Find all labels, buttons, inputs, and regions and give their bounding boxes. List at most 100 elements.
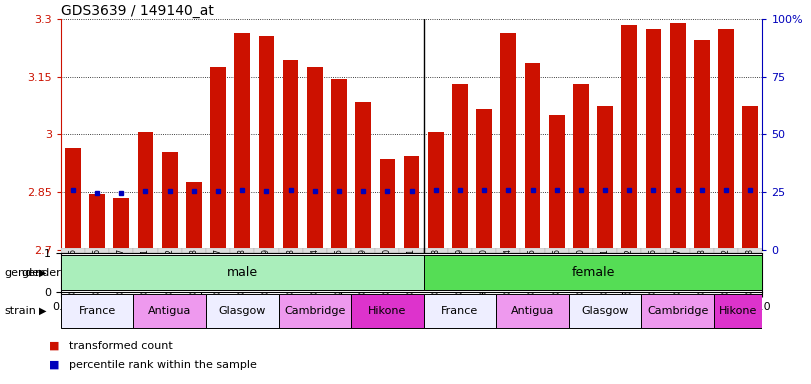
Text: GSM231218: GSM231218 [238, 248, 247, 294]
Bar [133, 294, 206, 328]
Bar [186, 182, 202, 250]
Text: GSM231209: GSM231209 [456, 248, 465, 294]
Text: transformed count: transformed count [69, 341, 173, 351]
Bar [327, 248, 351, 253]
Text: France: France [79, 306, 116, 316]
Text: GSM231222: GSM231222 [624, 248, 633, 294]
Text: GSM231226: GSM231226 [649, 248, 658, 294]
Text: GSM231206: GSM231206 [92, 248, 101, 294]
Text: percentile rank within the sample: percentile rank within the sample [69, 360, 257, 370]
Text: GSM231212: GSM231212 [165, 248, 174, 294]
Bar [472, 248, 496, 253]
Text: Cambridge: Cambridge [284, 306, 345, 316]
Bar [423, 248, 448, 253]
Bar [646, 29, 661, 250]
Text: Glasgow: Glasgow [218, 306, 266, 316]
Text: GSM231214: GSM231214 [504, 248, 513, 294]
Bar [138, 132, 153, 250]
Bar [206, 248, 230, 253]
Bar [738, 248, 762, 253]
Bar [642, 248, 666, 253]
Bar [617, 248, 642, 253]
Text: GSM231224: GSM231224 [311, 248, 320, 294]
Text: Antigua: Antigua [148, 306, 191, 316]
Text: GSM231215: GSM231215 [528, 248, 537, 294]
Text: GSM231207: GSM231207 [117, 248, 126, 294]
Bar [621, 25, 637, 250]
Bar [573, 84, 589, 250]
Bar [525, 63, 540, 250]
Text: GSM231213: GSM231213 [190, 248, 199, 294]
Bar [642, 294, 714, 328]
Bar [61, 255, 423, 290]
Bar [593, 248, 617, 253]
Text: GSM231231: GSM231231 [407, 248, 416, 294]
Text: GSM231217: GSM231217 [213, 248, 222, 294]
Text: ■: ■ [49, 360, 59, 370]
Bar [694, 40, 710, 250]
Text: GSM231220: GSM231220 [577, 248, 586, 294]
Text: Hikone: Hikone [719, 306, 757, 316]
Text: GSM231221: GSM231221 [601, 248, 610, 294]
Bar [182, 248, 206, 253]
Text: gender: gender [4, 268, 44, 278]
Text: GSM231205: GSM231205 [68, 248, 77, 294]
Text: GSM231232: GSM231232 [722, 248, 731, 294]
Bar [545, 248, 569, 253]
Bar [351, 248, 375, 253]
Bar [496, 248, 521, 253]
Bar [61, 248, 85, 253]
Text: gender: gender [22, 268, 62, 278]
Text: GDS3639 / 149140_at: GDS3639 / 149140_at [61, 4, 214, 18]
Bar [428, 132, 444, 250]
Bar [400, 248, 423, 253]
Bar [89, 194, 105, 250]
Bar [380, 159, 395, 250]
Bar [569, 248, 593, 253]
Bar [85, 248, 109, 253]
Text: ▶: ▶ [39, 268, 46, 278]
Text: GSM231229: GSM231229 [358, 248, 367, 294]
Bar [500, 33, 517, 250]
Bar [259, 36, 274, 250]
Bar [742, 106, 758, 250]
Text: GSM231216: GSM231216 [552, 248, 561, 294]
Text: GSM231211: GSM231211 [141, 248, 150, 294]
Bar [283, 60, 298, 250]
Bar [423, 255, 762, 290]
Bar [278, 294, 351, 328]
Bar [109, 248, 133, 253]
Text: strain: strain [4, 306, 36, 316]
Bar [448, 248, 472, 253]
Text: male: male [227, 266, 258, 279]
Text: GSM231233: GSM231233 [746, 248, 755, 294]
Bar [569, 294, 642, 328]
Bar [423, 294, 496, 328]
Bar [230, 248, 255, 253]
Text: Glasgow: Glasgow [581, 306, 629, 316]
Bar [307, 67, 323, 250]
Bar [65, 148, 81, 250]
Text: ▶: ▶ [39, 306, 46, 316]
Bar [670, 23, 685, 250]
Bar [714, 248, 738, 253]
Bar [452, 84, 468, 250]
Bar [375, 248, 400, 253]
Text: GSM231227: GSM231227 [673, 248, 682, 294]
Bar [521, 248, 545, 253]
Bar [157, 248, 182, 253]
Bar [351, 294, 423, 328]
Bar [496, 294, 569, 328]
Bar [61, 294, 133, 328]
Bar [303, 248, 327, 253]
Text: GSM231228: GSM231228 [697, 248, 706, 294]
Bar [234, 33, 250, 250]
Bar [162, 152, 178, 250]
Bar [355, 102, 371, 250]
Text: GSM231225: GSM231225 [334, 248, 344, 294]
Bar [714, 294, 762, 328]
Bar [719, 29, 734, 250]
Bar [278, 248, 303, 253]
Text: Antigua: Antigua [511, 306, 554, 316]
Bar [666, 248, 690, 253]
